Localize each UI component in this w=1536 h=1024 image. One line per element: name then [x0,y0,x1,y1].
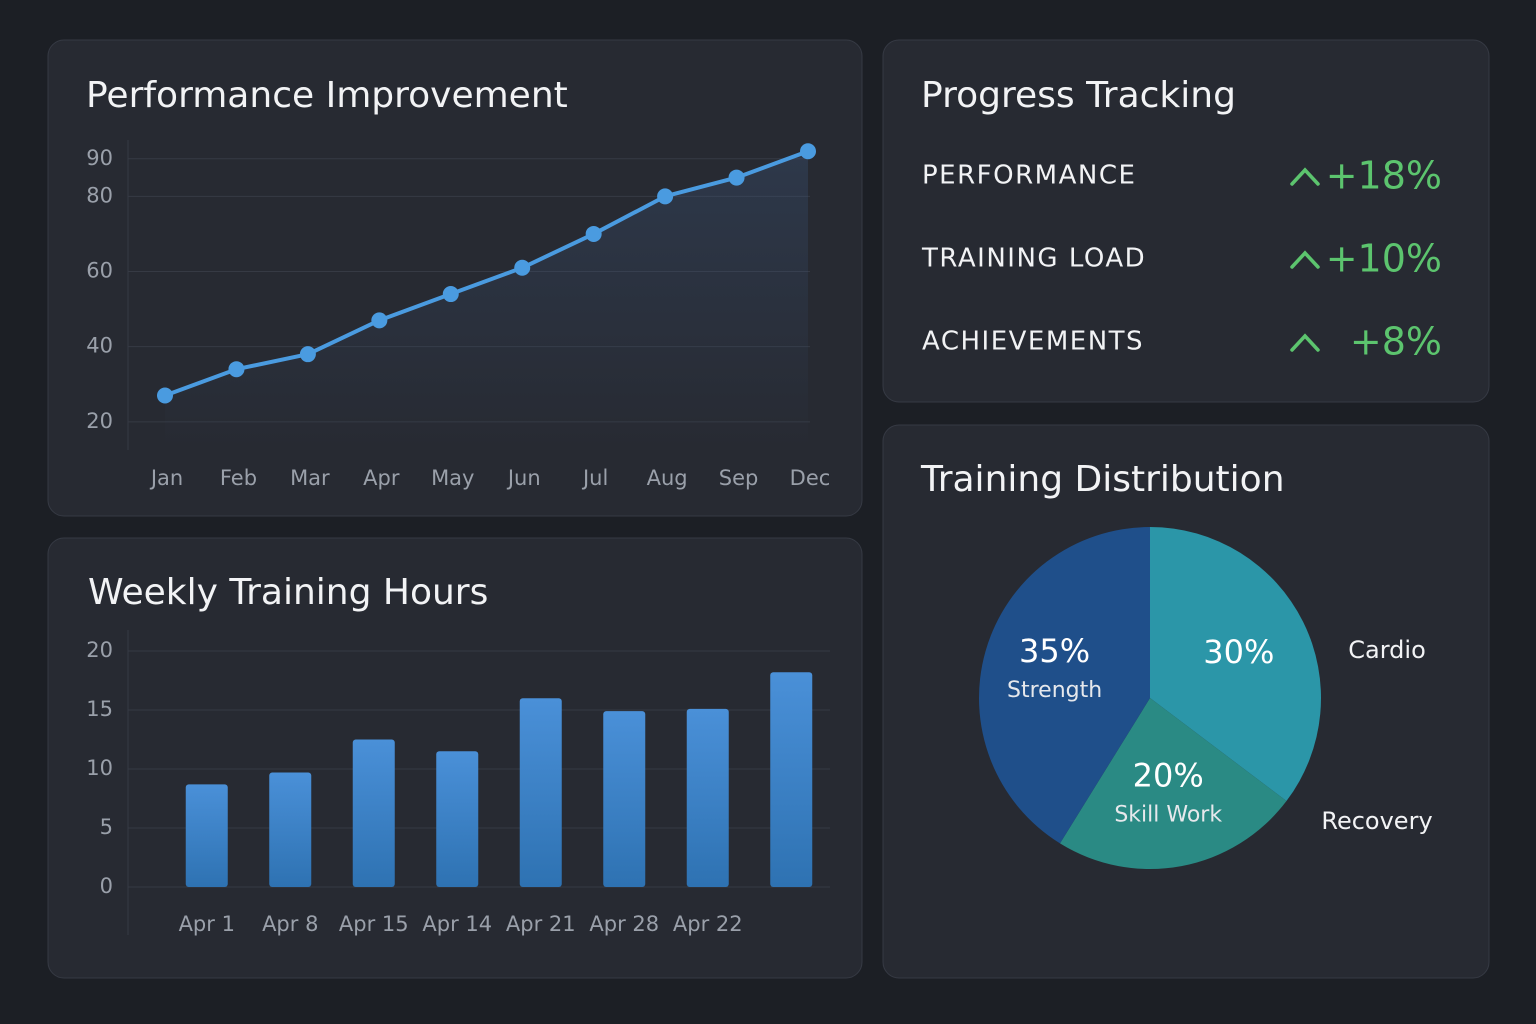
y-tick-label: 20 [86,409,113,433]
metric-label: ACHIEVEMENTS [922,327,1144,357]
point [371,312,388,329]
x-tick-label: Apr 1 [179,912,235,936]
y-tick-label: 15 [86,697,113,721]
bar [352,739,395,887]
point [728,169,745,186]
slice-name: Skill Work [1114,802,1222,827]
point [514,259,531,276]
slice-name: Strength [1007,678,1102,703]
x-tick-label: Sep [719,466,759,490]
x-tick-label: Apr 22 [673,912,743,936]
panel-title: Progress Tracking [921,75,1236,116]
x-tick-label: Jun [506,466,541,490]
x-tick-label: Dec [790,466,831,490]
slice [978,527,1150,844]
slice-value-label: 35% [1019,632,1090,670]
x-tick-label: Feb [220,466,257,490]
x-tick-label: Apr 8 [262,912,318,936]
bar [185,784,228,887]
point [800,143,816,160]
line-area [165,151,808,451]
slice-value-label: 20% [1133,756,1204,794]
y-tick-label: 5 [100,815,113,839]
x-tick-label: Apr 21 [506,912,576,936]
slice [1150,527,1321,802]
y-tick-label: 10 [86,756,113,780]
y-tick-label: 60 [86,259,113,283]
line [164,149,809,398]
y-tick-label: 0 [100,874,113,898]
y-tick-label: 40 [86,334,113,358]
metric-value: +10% [1326,237,1442,281]
x-tick-label: Apr 15 [339,912,409,936]
slice-value-label: 30% [1203,633,1274,671]
point [657,188,674,205]
trend-icon [1290,333,1320,352]
slice [1059,698,1287,869]
x-tick-label: Mar [290,466,330,490]
bar [686,708,729,887]
trend-icon [1290,167,1320,186]
x-tick-label: Aug [647,466,688,490]
metric-value: +18% [1326,154,1442,198]
point [299,346,316,363]
x-tick-label: Apr 28 [589,912,659,936]
metric-label: TRAINING LOAD [921,244,1146,274]
bar [269,772,312,887]
point [442,286,459,303]
x-tick-label: May [431,466,474,490]
x-tick-label: Jul [581,466,608,490]
x-tick-label: Apr 14 [422,912,492,936]
metric-value: +8% [1350,320,1442,364]
point [228,361,245,378]
chart-title: Performance Improvement [86,75,568,116]
slice-name: Recovery [1321,807,1432,835]
metric-label: PERFORMANCE [922,161,1136,191]
point [157,387,173,404]
trend-icon [1290,250,1320,269]
chart-title: Training Distribution [920,459,1285,500]
bar [770,672,813,887]
x-tick-label: Apr [363,466,400,490]
card [882,39,1490,403]
chart-title: Weekly Training Hours [88,572,488,613]
slice-name: Cardio [1348,636,1426,664]
y-tick-label: 90 [86,146,113,170]
bar [436,751,479,887]
y-tick-label: 20 [86,638,113,662]
bar [603,711,646,887]
x-tick-label: Jan [149,466,183,490]
y-tick-label: 80 [86,183,113,207]
bar [519,698,562,887]
point [585,225,602,242]
